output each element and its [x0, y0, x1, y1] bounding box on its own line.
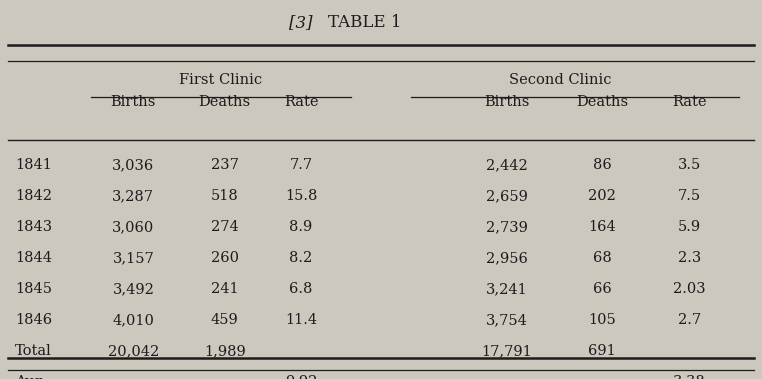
Text: 8.9: 8.9 [290, 220, 312, 234]
Text: 3.38: 3.38 [674, 376, 706, 379]
Text: 1841: 1841 [15, 158, 52, 172]
Text: 17,791: 17,791 [482, 345, 532, 358]
Text: 2,442: 2,442 [486, 158, 527, 172]
Text: 20,042: 20,042 [107, 345, 159, 358]
Text: 164: 164 [588, 220, 616, 234]
Text: 2,956: 2,956 [486, 251, 527, 265]
Text: 86: 86 [593, 158, 611, 172]
Text: 105: 105 [588, 313, 616, 327]
Text: 1842: 1842 [15, 189, 53, 203]
Text: 237: 237 [211, 158, 239, 172]
Text: 3,754: 3,754 [486, 313, 527, 327]
Text: Total: Total [15, 345, 52, 358]
Text: Births: Births [110, 96, 156, 109]
Text: 459: 459 [211, 313, 239, 327]
Text: 6.8: 6.8 [290, 282, 312, 296]
Text: Deaths: Deaths [199, 96, 251, 109]
Text: 2.3: 2.3 [678, 251, 701, 265]
Text: 1845: 1845 [15, 282, 53, 296]
Text: 2.03: 2.03 [674, 282, 706, 296]
Text: First Clinic: First Clinic [179, 73, 263, 86]
Text: Avg.: Avg. [15, 376, 47, 379]
Text: 1844: 1844 [15, 251, 53, 265]
Text: 3,157: 3,157 [113, 251, 154, 265]
Text: TABLE 1: TABLE 1 [328, 14, 401, 31]
Text: 68: 68 [593, 251, 611, 265]
Text: 3,060: 3,060 [112, 220, 155, 234]
Text: 7.7: 7.7 [290, 158, 312, 172]
Text: 2.7: 2.7 [678, 313, 701, 327]
Text: 691: 691 [588, 345, 616, 358]
Text: 274: 274 [211, 220, 239, 234]
Text: 9.92: 9.92 [285, 376, 317, 379]
Text: Second Clinic: Second Clinic [509, 73, 611, 86]
Text: Rate: Rate [283, 96, 319, 109]
Text: 11.4: 11.4 [285, 313, 317, 327]
Text: 3.5: 3.5 [678, 158, 701, 172]
Text: 8.2: 8.2 [290, 251, 312, 265]
Text: 66: 66 [593, 282, 611, 296]
Text: Rate: Rate [672, 96, 707, 109]
Text: Births: Births [484, 96, 530, 109]
Text: 518: 518 [211, 189, 239, 203]
Text: 1,989: 1,989 [204, 345, 245, 358]
Text: 3,241: 3,241 [486, 282, 527, 296]
Text: 202: 202 [588, 189, 616, 203]
Text: [3]: [3] [289, 14, 312, 31]
Text: 3,492: 3,492 [113, 282, 154, 296]
Text: 2,739: 2,739 [486, 220, 527, 234]
Text: 2,659: 2,659 [486, 189, 527, 203]
Text: 4,010: 4,010 [113, 313, 154, 327]
Text: 3,287: 3,287 [112, 189, 155, 203]
Text: 3,036: 3,036 [112, 158, 155, 172]
Text: Deaths: Deaths [576, 96, 628, 109]
Text: 1843: 1843 [15, 220, 53, 234]
Text: 7.5: 7.5 [678, 189, 701, 203]
Text: 15.8: 15.8 [285, 189, 317, 203]
Text: 1846: 1846 [15, 313, 53, 327]
Text: 5.9: 5.9 [678, 220, 701, 234]
Text: 241: 241 [211, 282, 239, 296]
Text: 260: 260 [211, 251, 239, 265]
